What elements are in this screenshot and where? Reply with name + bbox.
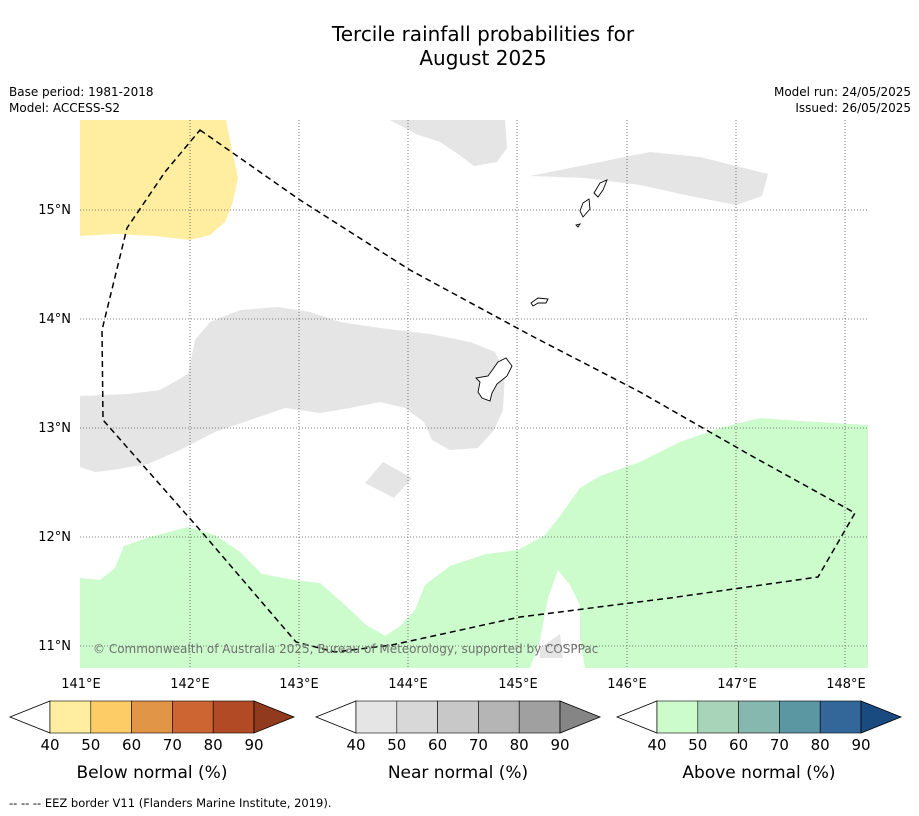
lat-label-14n: 14°N — [38, 312, 71, 327]
legend-tick-label: 80 — [510, 736, 529, 754]
meta-right: Model run: 24/05/2025 Issued: 26/05/2025 — [774, 84, 911, 116]
legend-extend-low — [314, 700, 357, 734]
legend-tick-label: 60 — [729, 736, 748, 754]
near-normal-region-small — [365, 462, 412, 498]
above-normal-region-east — [415, 418, 868, 668]
legend-tick-label: 40 — [647, 736, 666, 754]
legend-swatch — [518, 700, 561, 734]
legend-swatch — [697, 700, 739, 734]
near-normal-region-northeast — [530, 152, 768, 205]
lon-label-142e: 142°E — [170, 677, 210, 692]
near-normal-region-north — [390, 120, 507, 166]
lon-label-146e: 146°E — [607, 677, 647, 692]
lat-label-15n: 15°N — [38, 203, 71, 218]
legend-swatch — [819, 700, 862, 734]
legend-title-above-normal: Above normal (%) — [682, 763, 835, 783]
graticule — [80, 120, 868, 668]
legend-swatch — [355, 700, 398, 734]
near-normal-region-central — [80, 307, 505, 472]
legend-swatch — [738, 700, 780, 734]
lat-label-13n: 13°N — [38, 421, 71, 436]
base-period-text: Base period: 1981-2018 — [9, 85, 154, 99]
lon-label-144e: 144°E — [388, 677, 428, 692]
legend-tick-label: 50 — [81, 736, 100, 754]
lon-label-143e: 143°E — [279, 677, 319, 692]
legend-tick-label: 60 — [428, 736, 447, 754]
legend-swatch — [212, 700, 255, 734]
island-guam — [475, 357, 513, 402]
legend-extend-low — [8, 700, 51, 734]
legend-swatch — [131, 700, 173, 734]
model-text: Model: ACCESS-S2 — [9, 101, 121, 115]
lon-label-147e: 147°E — [717, 677, 757, 692]
legend-near-normal: 40 50 60 70 80 90 Near normal (%) — [314, 700, 602, 783]
legend-tick-label: 90 — [851, 736, 870, 754]
legend-above-normal: 40 50 60 70 80 90 Above normal (%) — [615, 700, 903, 783]
map-background — [80, 120, 868, 668]
legend-extend-high — [253, 700, 296, 734]
legend-swatch — [90, 700, 132, 734]
legend-swatch — [437, 700, 479, 734]
legend-tick-label: 40 — [40, 736, 59, 754]
island-aguijan — [575, 223, 582, 228]
near-normal-region-tiny — [540, 634, 563, 658]
legend-swatch — [656, 700, 699, 734]
map-area: © Commonwealth of Australia 2025, Bureau… — [80, 120, 868, 668]
legend-swatch — [478, 700, 520, 734]
legend-tick-label: 70 — [469, 736, 488, 754]
legend-extend-low — [615, 700, 658, 734]
legend-tick-label: 70 — [770, 736, 789, 754]
meta-left: Base period: 1981-2018 Model: ACCESS-S2 — [9, 84, 154, 116]
title-line-2: August 2025 — [419, 46, 547, 70]
island-saipan — [593, 179, 608, 198]
legend-tick-label: 60 — [122, 736, 141, 754]
legend-below-normal: 40 50 60 70 80 90 Below normal (%) — [8, 700, 296, 783]
legend-swatch — [49, 700, 92, 734]
islands — [475, 179, 608, 402]
below-normal-region — [80, 120, 238, 240]
legend-tick-label: 70 — [163, 736, 182, 754]
legend-title-below-normal: Below normal (%) — [77, 763, 228, 783]
map-title: Tercile rainfall probabilities for Augus… — [0, 22, 919, 70]
legend-swatch — [396, 700, 438, 734]
model-run-text: Model run: 24/05/2025 — [773, 85, 911, 99]
lon-label-148e: 148°E — [826, 677, 866, 692]
legend-extend-high — [860, 700, 903, 734]
island-tinian — [579, 198, 591, 218]
legend-tick-label: 50 — [387, 736, 406, 754]
longitude-labels: 141°E 142°E 143°E 144°E 145°E 146°E 147°… — [61, 677, 866, 692]
eez-border-footnote: -- -- -- EEZ border V11 (Flanders Marine… — [9, 796, 332, 810]
legend-tick-label: 40 — [346, 736, 365, 754]
copyright-notice: © Commonwealth of Australia 2025, Bureau… — [93, 642, 598, 656]
legend-title-near-normal: Near normal (%) — [388, 763, 528, 783]
legend-swatch — [172, 700, 214, 734]
legend-tick-label: 90 — [550, 736, 569, 754]
lon-label-145e: 145°E — [498, 677, 538, 692]
lon-label-141e: 141°E — [61, 677, 101, 692]
legend-tick-label: 90 — [244, 736, 263, 754]
eez-border — [101, 128, 857, 653]
title-line-1: Tercile rainfall probabilities for — [331, 22, 635, 46]
legend-extend-high — [559, 700, 602, 734]
lat-label-12n: 12°N — [38, 530, 71, 545]
issued-text: Issued: 26/05/2025 — [795, 101, 911, 115]
legend-tick-label: 80 — [204, 736, 223, 754]
legend-tick-label: 80 — [811, 736, 830, 754]
lat-label-11n: 11°N — [38, 639, 71, 654]
legend-swatch — [779, 700, 821, 734]
island-rota — [530, 297, 549, 307]
above-normal-region-southwest — [80, 527, 418, 668]
latitude-labels: 15°N 14°N 13°N 12°N 11°N — [38, 203, 71, 654]
legend-tick-label: 50 — [688, 736, 707, 754]
